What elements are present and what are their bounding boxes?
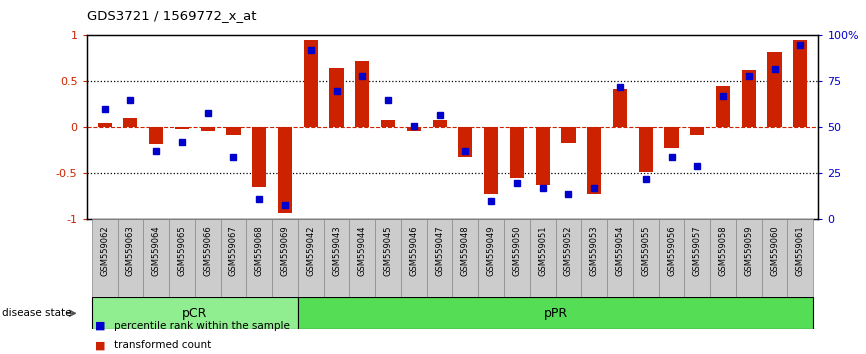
Bar <box>407 127 421 131</box>
Text: GSM559048: GSM559048 <box>461 226 470 276</box>
Bar <box>272 219 298 297</box>
Text: ■: ■ <box>95 341 106 350</box>
Bar <box>458 127 473 157</box>
Bar <box>355 61 370 127</box>
Bar <box>581 219 607 297</box>
Bar <box>736 219 762 297</box>
Text: GSM559044: GSM559044 <box>358 226 367 276</box>
Bar <box>613 89 627 127</box>
Text: GSM559046: GSM559046 <box>410 226 418 276</box>
Text: GSM559061: GSM559061 <box>796 226 805 276</box>
Bar <box>716 86 730 127</box>
Bar <box>252 127 267 187</box>
Text: pCR: pCR <box>182 307 208 320</box>
Bar <box>143 219 169 297</box>
Bar <box>762 219 787 297</box>
Bar <box>298 219 324 297</box>
Bar <box>278 127 292 213</box>
Bar <box>633 219 659 297</box>
Bar <box>556 219 581 297</box>
Text: transformed count: transformed count <box>114 341 211 350</box>
Text: percentile rank within the sample: percentile rank within the sample <box>114 321 290 331</box>
Bar <box>98 123 112 127</box>
Bar <box>664 127 679 148</box>
Bar <box>741 70 756 127</box>
Text: GSM559059: GSM559059 <box>744 226 753 276</box>
Text: GSM559045: GSM559045 <box>384 226 392 276</box>
Text: GSM559063: GSM559063 <box>126 226 135 276</box>
Text: GSM559069: GSM559069 <box>281 226 289 276</box>
Bar <box>510 127 524 178</box>
Bar <box>561 127 576 143</box>
Bar <box>401 219 427 297</box>
Bar <box>304 40 318 127</box>
Text: GSM559060: GSM559060 <box>770 226 779 276</box>
Bar <box>375 219 401 297</box>
Bar <box>638 127 653 172</box>
Text: disease state: disease state <box>2 308 71 318</box>
Bar <box>246 219 272 297</box>
Bar <box>432 120 447 127</box>
Bar <box>504 219 530 297</box>
Bar <box>169 219 195 297</box>
Text: GSM559052: GSM559052 <box>564 226 573 276</box>
Text: GSM559055: GSM559055 <box>641 226 650 276</box>
Bar <box>452 219 478 297</box>
Bar <box>607 219 633 297</box>
Bar <box>587 127 601 194</box>
Bar <box>92 297 298 329</box>
Bar <box>226 127 241 135</box>
Text: GSM559050: GSM559050 <box>513 226 521 276</box>
Bar <box>221 219 246 297</box>
Text: GSM559067: GSM559067 <box>229 226 238 276</box>
Bar <box>118 219 143 297</box>
Bar <box>298 297 813 329</box>
Bar <box>175 127 189 129</box>
Bar <box>767 52 782 127</box>
Bar <box>484 127 498 194</box>
Bar <box>329 68 344 127</box>
Text: GSM559062: GSM559062 <box>100 226 109 276</box>
Bar <box>349 219 375 297</box>
Text: GSM559068: GSM559068 <box>255 226 264 276</box>
Text: GSM559051: GSM559051 <box>538 226 547 276</box>
Text: GSM559047: GSM559047 <box>435 226 444 276</box>
Text: GSM559058: GSM559058 <box>719 226 727 276</box>
Bar <box>478 219 504 297</box>
Bar <box>793 40 807 127</box>
Text: GSM559064: GSM559064 <box>152 226 161 276</box>
Text: GSM559053: GSM559053 <box>590 226 598 276</box>
Text: GSM559054: GSM559054 <box>616 226 624 276</box>
Bar <box>710 219 736 297</box>
Bar <box>324 219 349 297</box>
Text: GSM559049: GSM559049 <box>487 226 495 276</box>
Bar <box>659 219 684 297</box>
Bar <box>123 118 138 127</box>
Text: pPR: pPR <box>544 307 567 320</box>
Text: GSM559065: GSM559065 <box>178 226 186 276</box>
Bar <box>381 120 395 127</box>
Bar <box>684 219 710 297</box>
Bar <box>92 219 118 297</box>
Text: GDS3721 / 1569772_x_at: GDS3721 / 1569772_x_at <box>87 9 256 22</box>
Text: GSM559057: GSM559057 <box>693 226 701 276</box>
Text: GSM559043: GSM559043 <box>332 226 341 276</box>
Text: GSM559066: GSM559066 <box>204 226 212 276</box>
Bar <box>530 219 556 297</box>
Bar <box>690 127 704 135</box>
Bar <box>149 127 164 144</box>
Bar <box>535 127 550 184</box>
Bar <box>201 127 215 131</box>
Bar <box>787 219 813 297</box>
Text: GSM559056: GSM559056 <box>667 226 676 276</box>
Bar <box>195 219 221 297</box>
Bar <box>427 219 452 297</box>
Text: GSM559042: GSM559042 <box>307 226 315 276</box>
Text: ■: ■ <box>95 321 106 331</box>
